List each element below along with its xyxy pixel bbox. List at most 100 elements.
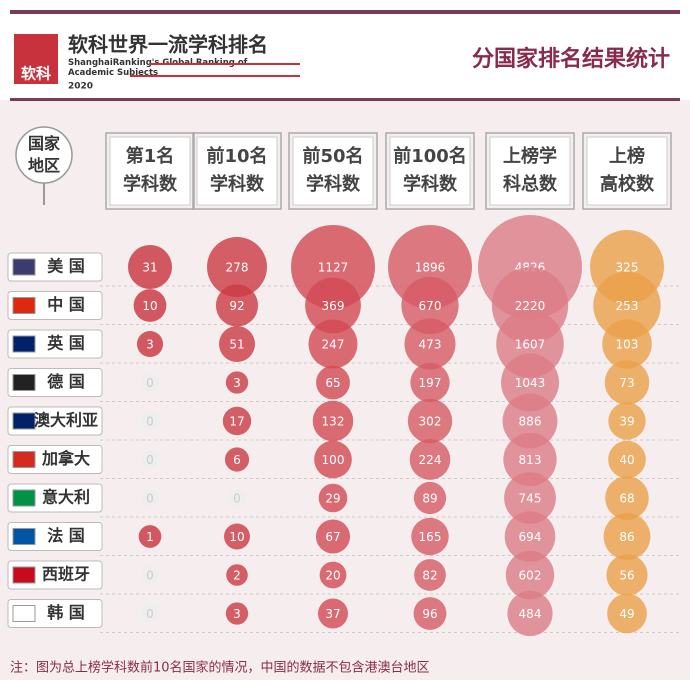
bubble	[319, 561, 347, 589]
bubble	[507, 590, 553, 637]
value-label: 56	[619, 569, 634, 583]
bubble	[225, 371, 249, 394]
bubble	[410, 362, 450, 403]
bubble	[316, 365, 350, 400]
column-header-box	[192, 132, 282, 210]
value-label: 247	[322, 338, 345, 352]
value-label: 745	[519, 492, 542, 506]
value-label: 165	[419, 530, 442, 544]
bubble	[222, 406, 252, 436]
value-label: 0	[146, 607, 154, 621]
bubble	[225, 602, 249, 625]
bubble	[607, 593, 647, 634]
value-label: 96	[422, 607, 437, 621]
value-label: 0	[146, 415, 154, 429]
label-line: 高校数	[600, 173, 655, 195]
bubble	[409, 439, 451, 480]
country-label: 意大利	[42, 488, 90, 507]
value-label: 29	[325, 492, 340, 506]
column-header-box	[288, 132, 378, 210]
bubble	[215, 284, 259, 327]
column-header-inner	[292, 136, 374, 206]
bubble	[141, 373, 159, 392]
flag	[12, 605, 36, 622]
bubble	[308, 319, 358, 369]
bubble	[504, 511, 556, 562]
bubble	[593, 271, 661, 340]
label-line: 上榜	[609, 145, 645, 167]
bubble	[608, 440, 646, 479]
bubble	[413, 597, 447, 630]
top-rule	[10, 10, 680, 14]
bubble	[136, 330, 164, 358]
value-label: 103	[616, 338, 639, 352]
flag	[12, 297, 36, 314]
country-label: 法 国	[47, 526, 85, 545]
bubble	[141, 450, 159, 469]
country-label: 加拿大	[41, 449, 90, 468]
value-label: 224	[419, 453, 442, 467]
bubble	[502, 393, 558, 449]
flag	[12, 451, 36, 468]
value-label: 1043	[515, 376, 546, 390]
value-label: 484	[519, 607, 542, 621]
value-label: 813	[519, 453, 542, 467]
bubble	[318, 598, 348, 629]
value-label: 0	[233, 492, 241, 506]
value-label: 67	[325, 530, 340, 544]
bubble	[501, 353, 559, 412]
country-label: 英 国	[46, 334, 85, 353]
value-label: 132	[322, 415, 345, 429]
flag	[12, 566, 36, 584]
value-label: 40	[619, 453, 634, 467]
label-line: 前50名	[302, 145, 363, 167]
bubble	[141, 489, 159, 507]
bubble	[224, 447, 250, 472]
column-header: 第1名学科数	[123, 145, 178, 195]
value-label: 65	[325, 376, 340, 390]
bubble	[228, 489, 246, 507]
bubble	[141, 604, 159, 623]
value-label: 694	[519, 530, 542, 544]
flag	[12, 258, 36, 276]
country-label: 中 国	[47, 295, 85, 314]
header-bg	[0, 0, 690, 100]
value-label: 86	[619, 530, 634, 544]
column-header-inner	[389, 136, 471, 206]
bubble	[505, 550, 555, 600]
bubble	[314, 440, 352, 479]
value-label: 369	[322, 299, 345, 313]
value-label: 3	[233, 607, 241, 621]
value-label: 17	[229, 415, 244, 429]
label-line: 国家	[28, 134, 61, 153]
bubble	[608, 402, 646, 440]
label-line: 学科数	[403, 173, 458, 195]
value-label: 20	[325, 569, 340, 583]
value-label: 1127	[318, 261, 349, 275]
country-label: 西班牙	[42, 565, 90, 584]
value-label: 10	[229, 530, 244, 544]
value-label: 10	[142, 299, 157, 313]
value-label: 0	[146, 569, 154, 583]
value-label: 89	[422, 492, 437, 506]
logo-box	[14, 34, 58, 84]
column-header-box	[105, 132, 195, 210]
bubble	[605, 476, 649, 520]
column-header-inner	[109, 136, 191, 206]
bubble	[602, 319, 652, 369]
bubble	[503, 432, 557, 487]
value-label: 100	[322, 453, 345, 467]
country-label: 德 国	[47, 372, 85, 391]
value-label: 92	[229, 299, 244, 313]
bubble	[141, 566, 159, 584]
value-label: 325	[616, 261, 639, 275]
value-label: 0	[146, 453, 154, 467]
value-label: 1607	[515, 338, 546, 352]
bubble	[318, 483, 348, 513]
note: 注：图为总上榜学科数前10名国家的情况，中国的数据不包含港澳台地区	[10, 660, 430, 676]
bubble	[407, 398, 453, 444]
logo-year: 2020	[68, 82, 93, 92]
label-line: 上榜学	[503, 145, 557, 167]
bubble	[305, 277, 361, 334]
value-label: 73	[619, 376, 634, 390]
